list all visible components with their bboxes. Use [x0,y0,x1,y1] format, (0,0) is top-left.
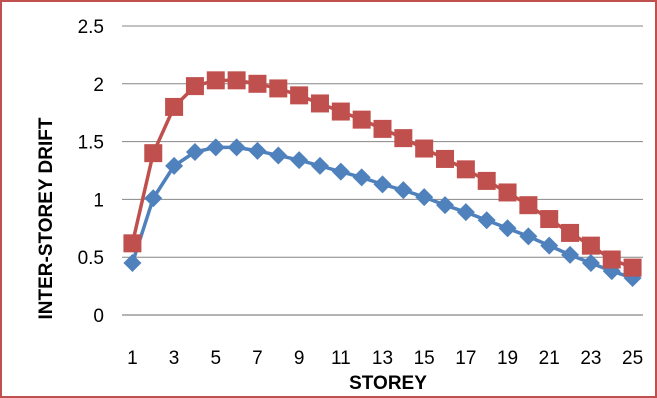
gridlines [122,25,643,258]
data-point [310,156,329,175]
data-point [123,253,142,272]
series-line [130,78,634,270]
data-point [394,129,413,148]
x-tick-label: 17 [455,348,476,369]
data-point [561,245,580,264]
data-point [123,234,142,253]
data-point [269,146,288,165]
series-diamond [123,138,642,288]
y-tick-label: 0.5 [78,248,104,269]
data-point [373,119,392,138]
x-tick-label: 3 [169,348,180,369]
series-group [123,71,642,288]
data-point [248,74,267,93]
data-point [477,171,496,190]
data-point [561,223,580,242]
data-point [623,258,642,277]
data-point [331,102,350,121]
data-point [352,110,371,129]
data-point [269,79,288,98]
y-axis-label: INTER-STOREY DRIFT [36,117,57,319]
series-square [123,71,642,277]
data-point [519,227,538,246]
data-point [519,196,538,215]
x-tick-label: 13 [372,348,393,369]
x-tick-label: 11 [331,348,351,369]
x-tick-label: 15 [414,348,435,369]
x-tick-label: 9 [294,348,305,369]
y-tick-label: 2 [93,75,104,96]
data-point [290,86,309,105]
x-tick-labels: 1 3 5 7 9 11 13 15 17 19 21 23 25 [127,348,643,369]
data-point [477,211,496,230]
data-point [185,77,204,96]
data-point [602,250,621,269]
y-tick-label: 1.5 [78,133,104,154]
data-point [456,203,475,222]
data-point [290,151,309,170]
data-point [540,236,559,255]
y-tick-labels: 0 0.5 1 1.5 2 2.5 [78,17,104,327]
y-tick-label: 1 [93,190,104,211]
data-point [456,160,475,179]
data-point [415,188,434,207]
data-point [206,138,225,157]
data-point [248,141,267,160]
data-point [144,189,163,208]
data-point [498,219,517,238]
data-point [227,71,246,90]
data-point [310,94,329,113]
x-tick-label: 7 [252,348,263,369]
data-point [540,210,559,229]
x-tick-label: 19 [497,348,518,369]
x-tick-label: 25 [622,348,643,369]
x-tick-label: 23 [580,348,601,369]
data-point [436,149,455,168]
y-tick-label: 0 [93,306,104,327]
data-point [185,143,204,162]
data-point [581,253,600,272]
data-point [165,156,184,175]
x-tick-label: 21 [539,348,560,369]
data-point [394,181,413,200]
data-point [436,196,455,215]
x-axis-label: STOREY [349,373,427,394]
x-tick-label: 5 [210,348,221,369]
data-point [165,97,184,116]
data-point [206,71,225,90]
data-point [331,162,350,181]
data-point [227,138,246,157]
data-point [498,183,517,202]
data-point [373,175,392,194]
data-point [352,168,371,187]
data-point [144,144,163,163]
x-tick-label: 1 [127,348,138,369]
data-point [581,236,600,255]
y-tick-label: 2.5 [78,17,104,38]
data-point [415,139,434,158]
